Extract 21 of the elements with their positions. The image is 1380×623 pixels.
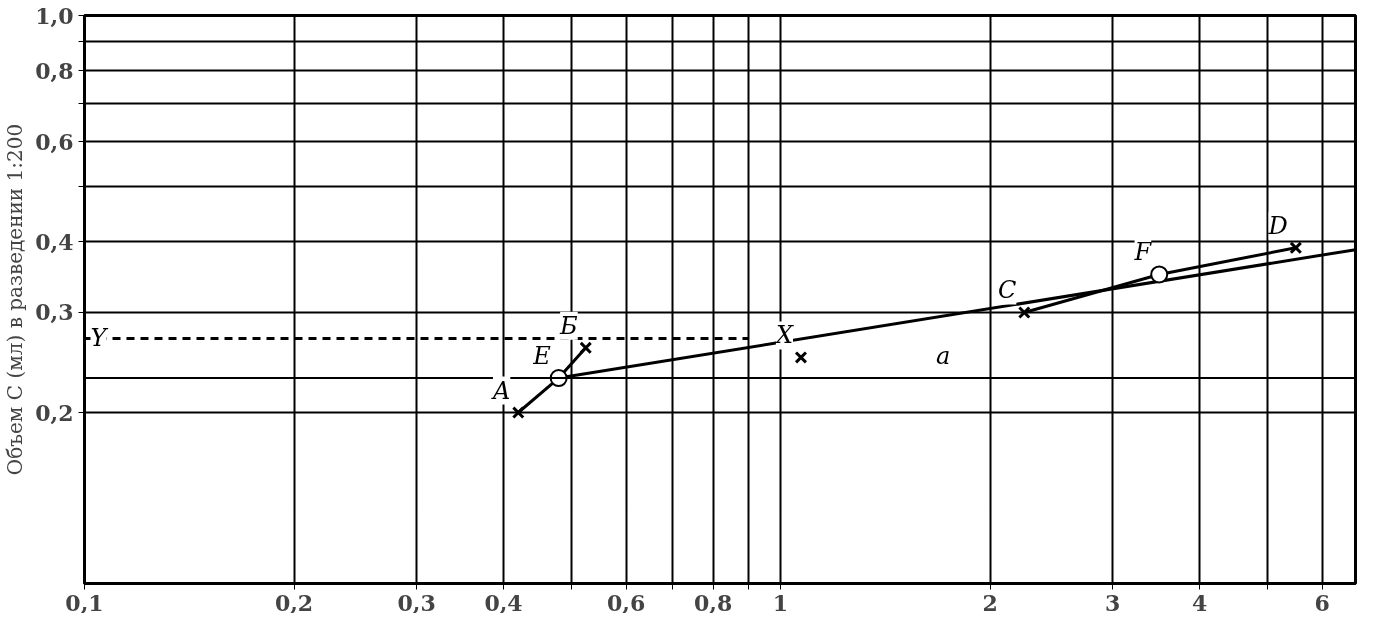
annotation: a	[935, 342, 951, 371]
y-axis-title: Объем C (мл) в разведении 1:200	[3, 123, 28, 476]
x-tick-label: 2	[982, 589, 998, 616]
annotation: C	[997, 276, 1017, 305]
x-tick-label: 3	[1104, 589, 1121, 616]
x-tick-label: 1	[772, 589, 789, 616]
x-tick-label: 6	[1314, 589, 1330, 616]
y-tick-label: 1,0	[35, 2, 74, 29]
annotation: A	[490, 376, 511, 405]
y-tick-label: 0,2	[35, 399, 74, 426]
y-tick-label: 0,8	[35, 57, 74, 84]
y-tick-label: 0,3	[35, 299, 74, 326]
annotation: D	[1267, 211, 1288, 240]
annotation: Y	[90, 324, 109, 353]
annotation: E	[532, 342, 552, 371]
y-tick-label: 0,6	[35, 128, 74, 155]
y-tick-label: 0,4	[35, 228, 74, 255]
annotation: Б	[559, 311, 579, 340]
annotation: X	[773, 321, 794, 350]
x-tick-label: 4	[1191, 589, 1208, 616]
annotation: F	[1133, 238, 1153, 267]
